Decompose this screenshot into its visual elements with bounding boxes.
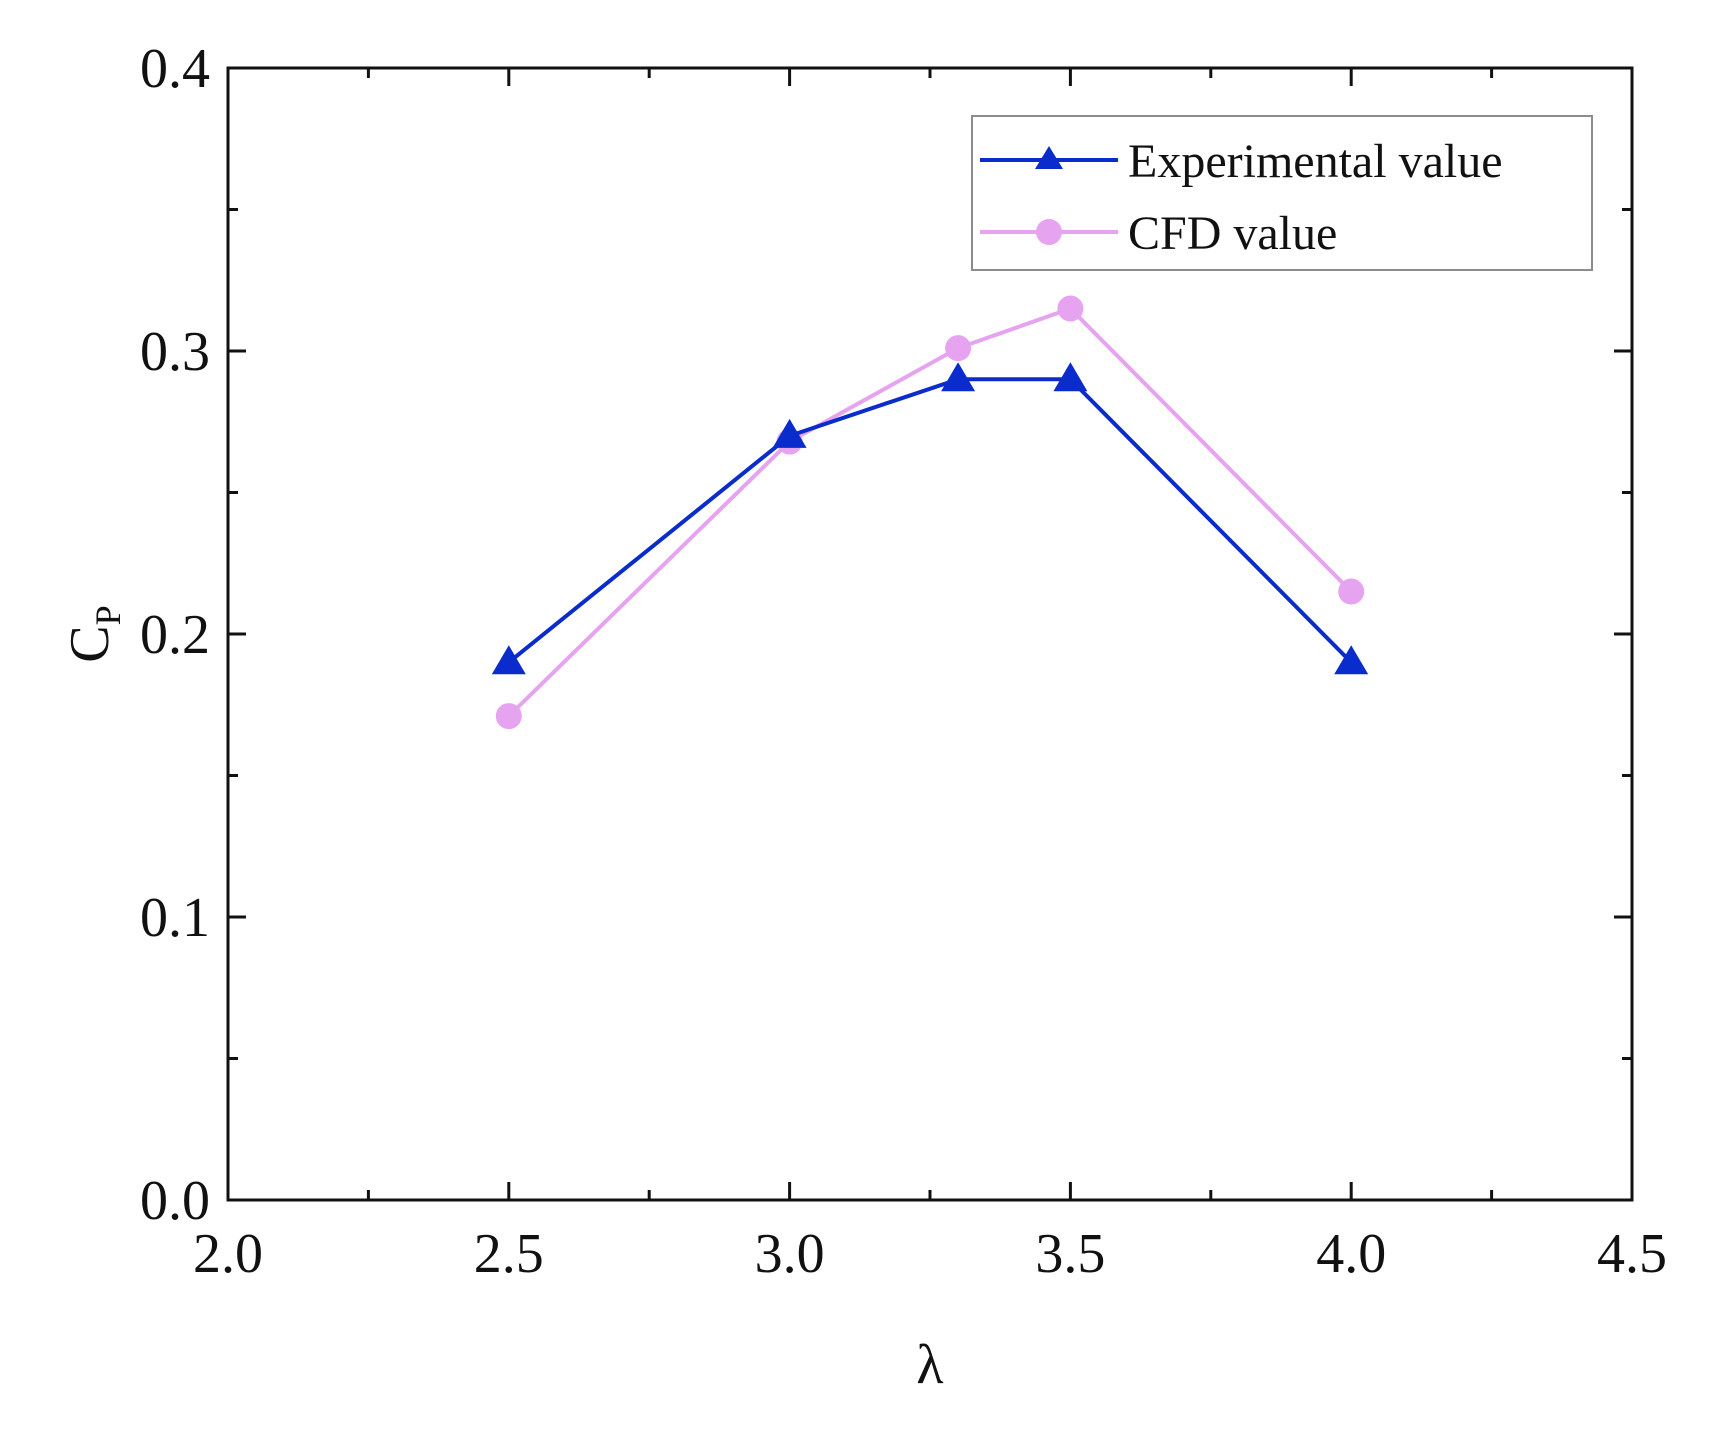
y-tick-label: 0.2: [140, 604, 210, 666]
data-point-circle: [495, 703, 522, 730]
axis-ticks: 2.0 2.5 3.0 3.5 4.0 4.5 0.0 0.1 0.2 0.3 0.4: [140, 38, 1667, 1285]
y-axis-title-main: C: [59, 625, 121, 662]
legend-box: [971, 115, 1593, 271]
x-tick-label: 3.0: [755, 1223, 825, 1285]
data-point-triangle: [1053, 362, 1088, 392]
svg-text:CP: CP: [59, 605, 128, 662]
x-tick-label: 2.0: [193, 1223, 263, 1285]
legend-marker-circle: [1036, 219, 1062, 245]
series-line-experimental: [507, 377, 1353, 664]
legend-marker-triangle: [1035, 146, 1063, 169]
x-tick-label: 2.5: [474, 1223, 544, 1285]
series-line-cfd: [507, 306, 1353, 718]
x-tick-label: 3.5: [1035, 1223, 1105, 1285]
data-point-triangle: [1334, 645, 1369, 675]
y-tick-label: 0.4: [140, 38, 210, 100]
data-point-triangle: [491, 645, 526, 675]
data-point-triangle: [941, 362, 976, 392]
data-point-circle: [1338, 578, 1365, 605]
y-tick-label: 0.0: [140, 1170, 210, 1232]
series-experimental: [491, 362, 1369, 675]
y-tick-label: 0.1: [140, 887, 210, 949]
y-tick-label: 0.3: [140, 321, 210, 383]
legend-label-experimental: Experimental value: [1128, 135, 1503, 188]
x-tick-label: 4.5: [1597, 1223, 1667, 1285]
x-axis-title: λ: [916, 1334, 943, 1396]
legend: Experimental value CFD value: [971, 115, 1593, 271]
data-point-circle: [945, 335, 972, 362]
x-tick-label: 4.0: [1316, 1223, 1386, 1285]
data-point-circle: [1057, 295, 1084, 322]
y-axis-title-subscript: P: [88, 605, 128, 625]
legend-label-cfd: CFD value: [1128, 207, 1337, 260]
data-point-triangle: [772, 418, 807, 448]
y-axis-title: CP: [59, 605, 128, 662]
data-series: [491, 295, 1369, 730]
series-cfd: [495, 295, 1365, 730]
